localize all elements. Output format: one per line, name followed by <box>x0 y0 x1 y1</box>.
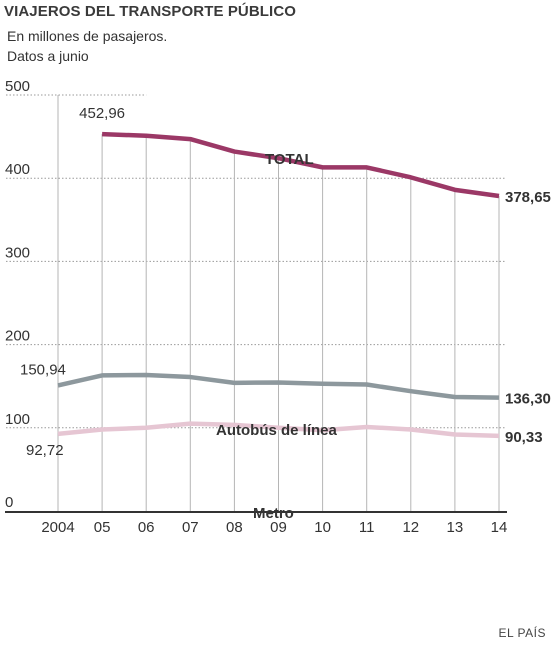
series-line <box>102 131 500 199</box>
y-tick-label: 100 <box>5 411 30 428</box>
chart-subtitle: En millones de pasajeros. <box>7 28 168 44</box>
x-tick-label: 11 <box>359 519 375 536</box>
series-name-label: Metro <box>253 505 294 522</box>
x-tick-label: 08 <box>226 519 243 536</box>
series-line <box>57 421 500 439</box>
data-label: 90,33 <box>505 429 543 446</box>
y-tick-label: 0 <box>5 494 13 511</box>
x-tick-label: 12 <box>402 519 419 536</box>
y-tick-label: 400 <box>5 161 30 178</box>
x-tick-label: 05 <box>94 519 111 536</box>
y-tick-label: 500 <box>5 78 30 95</box>
x-tick-label: 2004 <box>41 519 74 536</box>
source-credit: EL PAÍS <box>498 626 546 640</box>
x-tick-label: 06 <box>138 519 155 536</box>
chart-labels: 452,96 378,65 TOTAL 150,94 136,30 Autobús de … <box>20 105 551 522</box>
data-label: 452,96 <box>79 105 125 122</box>
series-name-label: TOTAL <box>265 151 314 168</box>
data-label: 150,94 <box>20 361 66 378</box>
x-tick-label: 14 <box>491 519 508 536</box>
data-label: 378,65 <box>505 189 551 206</box>
data-label: 136,30 <box>505 391 551 408</box>
chart-title: VIAJEROS DEL TRANSPORTE PÚBLICO <box>4 3 297 20</box>
x-tick-label: 07 <box>182 519 199 536</box>
y-tick-label: 300 <box>5 244 30 261</box>
series-line <box>57 372 500 400</box>
chart-series <box>57 131 500 439</box>
series-name-label: Autobús de línea <box>216 422 338 439</box>
chart-axes: 0 100 200 300 400 500 2004 05 06 07 08 09 10 11 12 13 14 <box>5 78 507 536</box>
x-tick-label: 09 <box>270 519 287 536</box>
chart-subtitle-note: Datos a junio <box>7 48 89 64</box>
x-tick-label: 10 <box>314 519 331 536</box>
y-tick-label: 200 <box>5 328 30 345</box>
chart-grid <box>6 94 505 511</box>
x-tick-label: 13 <box>447 519 464 536</box>
data-label: 92,72 <box>26 442 64 459</box>
